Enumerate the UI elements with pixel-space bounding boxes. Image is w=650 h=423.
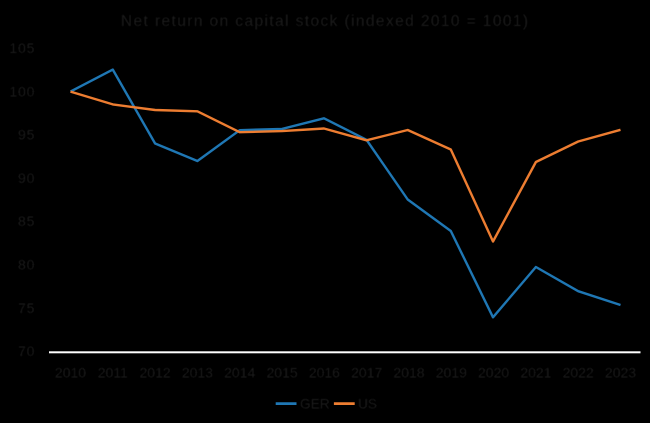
svg-text:95: 95 (18, 127, 35, 143)
svg-text:2010: 2010 (55, 365, 86, 381)
svg-text:2020: 2020 (478, 365, 509, 381)
svg-text:2013: 2013 (182, 365, 213, 381)
svg-text:2011: 2011 (98, 365, 128, 381)
svg-text:2017: 2017 (351, 365, 382, 381)
svg-text:Net return on capital stock (i: Net return on capital stock (indexed 201… (121, 13, 530, 30)
svg-text:70: 70 (18, 343, 35, 359)
svg-text:2022: 2022 (563, 365, 594, 381)
svg-text:2023: 2023 (605, 365, 636, 381)
svg-text:2018: 2018 (393, 365, 424, 381)
svg-text:80: 80 (18, 257, 35, 273)
svg-text:85: 85 (18, 213, 35, 229)
svg-text:GER: GER (300, 397, 330, 412)
svg-text:75: 75 (18, 300, 35, 316)
svg-text:100: 100 (9, 83, 35, 99)
svg-text:2015: 2015 (267, 365, 298, 381)
svg-text:105: 105 (9, 40, 35, 56)
svg-text:US: US (358, 397, 377, 412)
svg-text:2021: 2021 (520, 365, 551, 381)
svg-text:90: 90 (18, 170, 35, 186)
svg-text:2019: 2019 (436, 365, 467, 381)
svg-text:2012: 2012 (140, 365, 171, 381)
svg-text:2016: 2016 (309, 365, 340, 381)
svg-text:2014: 2014 (224, 365, 255, 381)
